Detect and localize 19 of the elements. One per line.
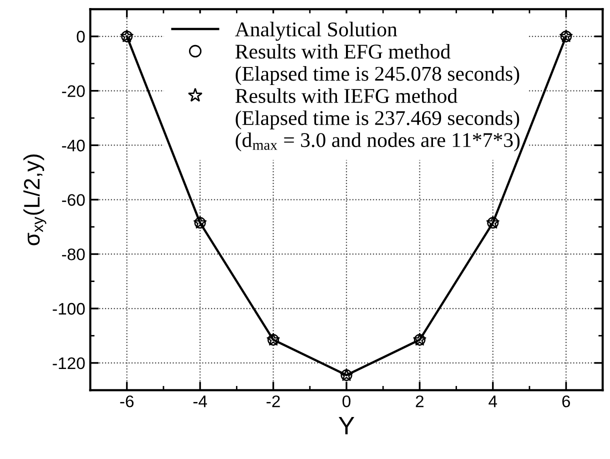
- x-tick-label: -6: [120, 395, 134, 408]
- y-axis-title: σ$_{xy}$(L/2,y): [23, 154, 46, 246]
- x-tick-label: 6: [562, 395, 570, 408]
- x-axis-title: Y: [338, 417, 354, 434]
- y-tick-label: -20: [62, 85, 85, 98]
- y-tick-label: 0: [76, 30, 85, 43]
- y-tick-label: -80: [62, 248, 85, 260]
- x-tick-label: 2: [416, 395, 424, 408]
- x-tick-label: 0: [342, 395, 350, 408]
- legend-label: Analytical Solution: [235, 22, 398, 41]
- y-tick-label: -120: [52, 357, 85, 370]
- y-tick-label: -100: [52, 302, 85, 315]
- x-tick-label: -2: [266, 395, 280, 408]
- x-tick-label: -4: [193, 396, 208, 408]
- y-tick-label: -60: [62, 194, 85, 206]
- legend-label: Results with IEFG method (Elapsed time is 237.469 seconds) (d$_{max}$ = 3.0 and nodes are 11*7*3): [235, 88, 520, 152]
- x-tick-label: 4: [488, 396, 498, 408]
- y-tick-label: -40: [62, 140, 85, 152]
- legend-label: Results with EFG method (Elapsed time is 245.078 seconds): [235, 44, 520, 86]
